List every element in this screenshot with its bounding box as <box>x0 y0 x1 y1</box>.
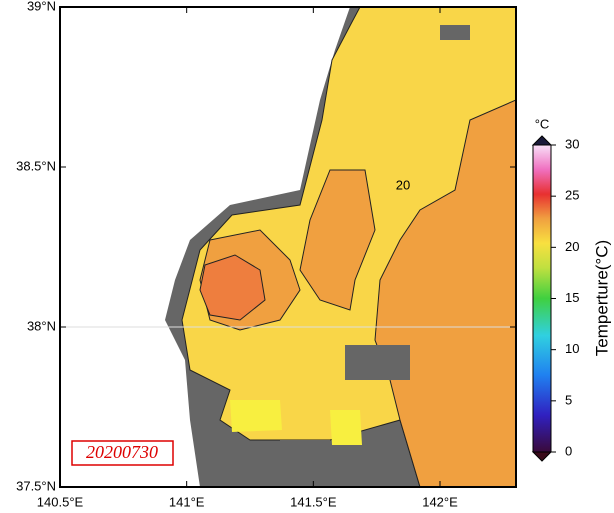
masked-patch <box>280 440 330 487</box>
y-tick-label: 38.5°N <box>16 158 56 173</box>
sst-bright <box>230 400 282 432</box>
contour-label: 20 <box>396 177 410 192</box>
x-tick-label: 141.5°E <box>290 494 337 509</box>
colorbar-tick-label: 0 <box>565 443 572 458</box>
map-frame <box>59 6 517 488</box>
x-tick-label: 142°E <box>422 494 458 509</box>
x-tick-label: 141°E <box>169 494 205 509</box>
map-area <box>60 7 516 487</box>
colorbar-tick-label: 5 <box>565 392 572 407</box>
y-tick-label: 39°N <box>27 0 56 13</box>
sst-warm <box>199 254 266 321</box>
colorbar-tick-label: 25 <box>565 188 579 203</box>
colorbar-min-arrow <box>531 451 553 462</box>
colorbar-max-arrow <box>531 135 553 146</box>
sst-bright <box>330 410 362 445</box>
y-tick-label: 37.5°N <box>16 478 56 493</box>
colorbar-unit: °C <box>535 116 550 131</box>
masked-patch <box>345 345 410 380</box>
colorbar-title: Temperture(°C) <box>592 240 611 356</box>
colorbar-tick-label: 20 <box>565 239 579 254</box>
colorbar-tick-label: 10 <box>565 341 579 356</box>
colorbar-tick-label: 30 <box>565 136 579 151</box>
masked-patch <box>440 25 470 40</box>
x-tick-label: 140.5°E <box>37 494 84 509</box>
colorbar <box>532 144 552 453</box>
colorbar-tick-label: 15 <box>565 290 579 305</box>
sst-orange <box>374 99 516 487</box>
y-tick-label: 38°N <box>27 318 56 333</box>
sst-orange <box>299 169 376 311</box>
date-label: 20200730 <box>86 442 158 462</box>
date-box <box>71 440 174 466</box>
